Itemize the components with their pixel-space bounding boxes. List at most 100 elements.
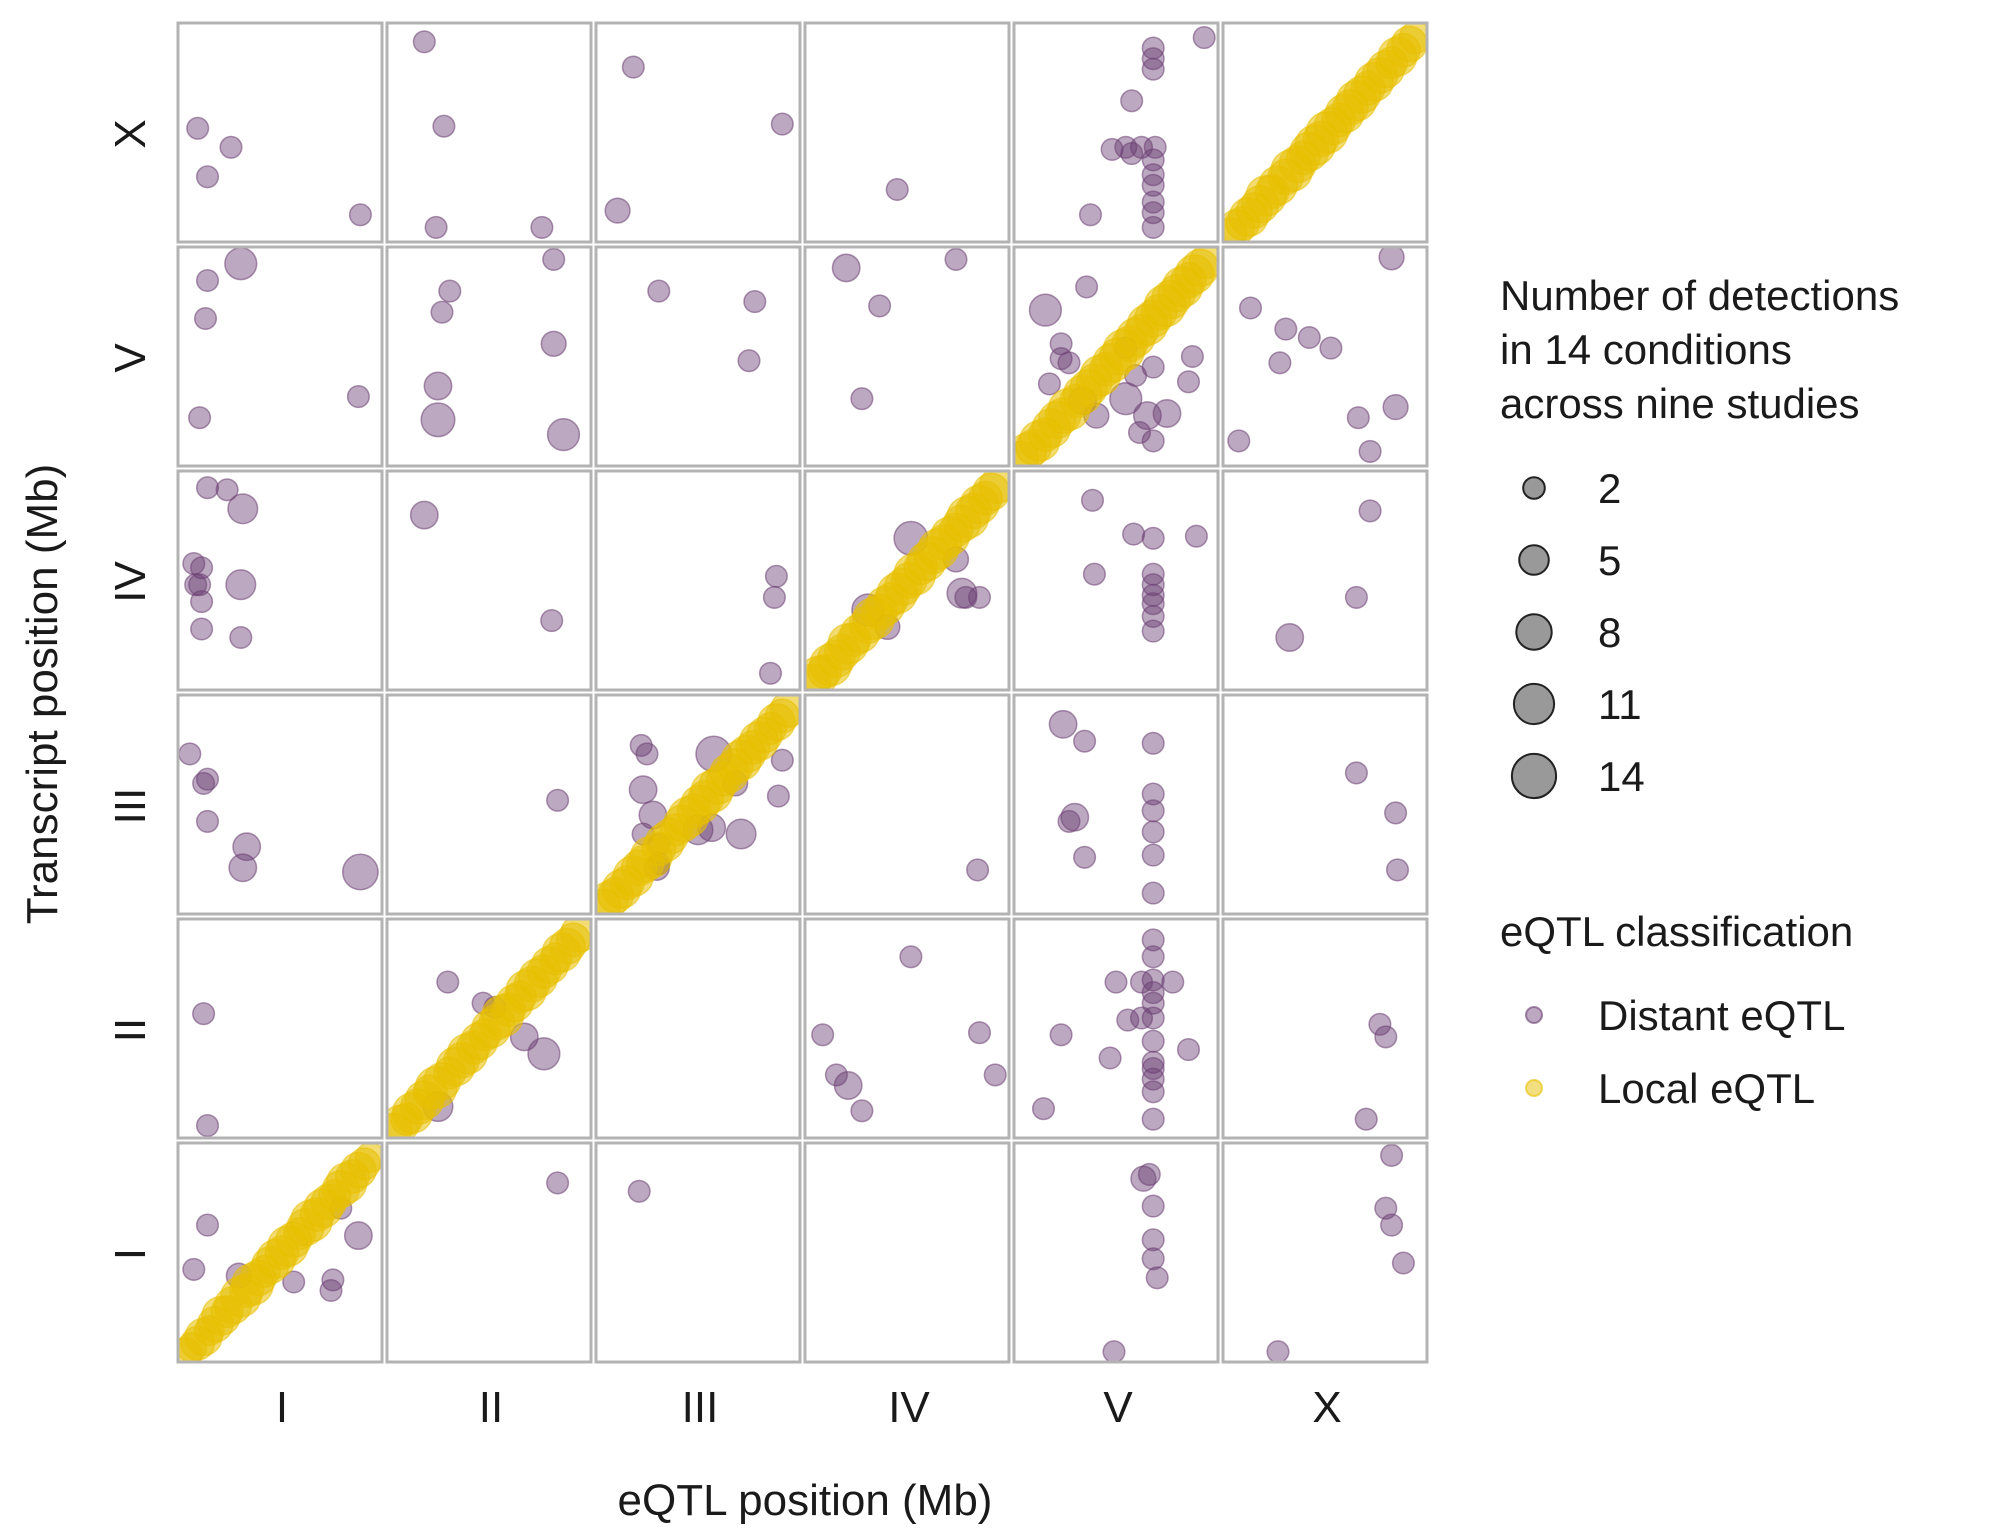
- panel-I-II: [176, 917, 384, 1140]
- distant-point-V-II-18: [1141, 1080, 1165, 1104]
- x-tick-label-I: I: [276, 1383, 288, 1432]
- distant-point-V-I-3: [1141, 1228, 1165, 1252]
- distant-point-V-V-10: [1152, 399, 1182, 428]
- local-point-I-31: [354, 1143, 382, 1174]
- distant-point-V-I-4: [1141, 1247, 1165, 1271]
- distant-point-V-III-9: [1141, 843, 1165, 867]
- distant-point-X-I-2: [1380, 1213, 1404, 1237]
- distant-point-IV-IV-4: [967, 585, 992, 609]
- distant-point-IV-III-0: [966, 858, 990, 882]
- distant-point-V-II-5: [1104, 970, 1128, 994]
- points-layer: [178, 23, 1427, 1362]
- distant-point-IV-II-4: [850, 1099, 874, 1123]
- distant-point-V-II-1: [1141, 945, 1165, 969]
- y-tick-label-II: II: [106, 1018, 155, 1042]
- distant-point-X-I-0: [1380, 1143, 1404, 1167]
- local-point-X-31: [1398, 23, 1427, 55]
- distant-point-II-I-0: [546, 1171, 570, 1195]
- panel-II-I: [385, 1141, 593, 1364]
- distant-point-III-IV-0: [764, 564, 788, 588]
- distant-point-X-III-2: [1385, 858, 1410, 882]
- distant-point-V-V-5: [1037, 372, 1061, 396]
- y-tick-label-I: I: [106, 1248, 155, 1260]
- size-legend-title-line-1: Number of detections: [1500, 272, 1899, 319]
- panel-IV-IV: [803, 469, 1011, 692]
- distant-point-IV-II-0: [899, 945, 923, 969]
- size-legend-label-11: 11: [1598, 681, 1642, 728]
- color-legend: eQTL classification Distant eQTL Local e…: [1500, 908, 1853, 1112]
- distant-point-IV-V-1: [868, 294, 892, 318]
- distant-point-I-V-1: [224, 247, 258, 281]
- distant-point-V-III-7: [1141, 799, 1165, 823]
- y-tick-label-V: V: [106, 343, 155, 373]
- distant-point-X-V-2: [1297, 325, 1321, 350]
- distant-point-II-V-3: [540, 330, 567, 357]
- distant-point-X-V-4: [1268, 351, 1292, 375]
- size-legend: Number of detections in 14 conditions ac…: [1500, 272, 1899, 800]
- panel-V-X: [1012, 21, 1220, 244]
- distant-point-I-X-3: [348, 203, 372, 227]
- legend-swatch-local: [1525, 1079, 1543, 1097]
- distant-point-II-II-4: [527, 1037, 561, 1071]
- distant-point-V-I-5: [1145, 1266, 1169, 1290]
- distant-point-I-IV-9: [190, 617, 214, 641]
- distant-point-I-IV-7: [190, 590, 214, 614]
- distant-point-X-V-0: [1238, 296, 1263, 320]
- distant-point-V-II-15: [1141, 1050, 1165, 1074]
- size-legend-title-line-3: across nine studies: [1500, 380, 1860, 427]
- distant-point-I-II-1: [195, 1114, 220, 1138]
- distant-point-V-V-14: [1180, 344, 1204, 369]
- panel-borders: [176, 21, 1429, 1364]
- distant-point-III-III-10: [725, 818, 757, 850]
- distant-point-V-III-1: [1073, 729, 1097, 753]
- size-legend-title-line-2: in 14 conditions: [1500, 326, 1792, 373]
- distant-point-V-V-0: [1028, 293, 1063, 327]
- panel-V-V: [1012, 245, 1220, 468]
- panel-X-II: [1221, 917, 1429, 1140]
- distant-point-V-III-2: [1141, 731, 1165, 755]
- distant-point-V-IV-0: [1080, 488, 1105, 512]
- distant-point-I-V-2: [193, 306, 218, 331]
- panel-II-IV: [385, 469, 593, 692]
- size-legend-key-11: [1512, 682, 1556, 726]
- local-point-V-31: [1188, 247, 1218, 280]
- distant-point-V-X-16: [1078, 203, 1103, 227]
- distant-point-V-X-12: [1141, 173, 1165, 197]
- distant-point-II-V-5: [420, 402, 456, 438]
- distant-point-V-III-6: [1141, 782, 1165, 806]
- distant-point-V-V-12: [1141, 429, 1165, 453]
- distant-point-I-V-4: [346, 385, 370, 409]
- size-legend-key-2: [1522, 476, 1546, 500]
- distant-point-I-I-1: [195, 1213, 220, 1237]
- distant-point-V-III-8: [1141, 820, 1165, 844]
- distant-point-X-V-9: [1378, 247, 1405, 271]
- distant-point-III-X-0: [621, 55, 645, 79]
- distant-point-X-I-4: [1266, 1340, 1290, 1362]
- distant-point-V-V-4: [1057, 351, 1081, 375]
- distant-point-II-X-3: [530, 215, 554, 239]
- distant-point-I-IV-8: [225, 569, 257, 601]
- distant-point-V-III-10: [1141, 881, 1165, 905]
- distant-point-V-III-4: [1057, 809, 1081, 833]
- panel-X-I: [1221, 1141, 1429, 1364]
- distant-point-III-III-1: [635, 742, 659, 766]
- distant-point-I-V-3: [188, 406, 212, 430]
- distant-point-I-III-4: [232, 832, 262, 862]
- distant-point-II-II-0: [436, 970, 460, 994]
- panel-III-III: [594, 693, 802, 916]
- distant-point-IV-X-0: [885, 177, 909, 202]
- distant-point-II-X-1: [432, 114, 456, 138]
- distant-point-I-IV-6: [188, 573, 212, 597]
- distant-point-I-IV-10: [229, 625, 253, 650]
- distant-point-V-IV-1: [1122, 522, 1146, 546]
- distant-point-IV-II-2: [824, 1063, 848, 1087]
- distant-point-X-V-7: [1358, 439, 1382, 463]
- distant-point-III-IV-1: [762, 585, 786, 609]
- distant-point-V-II-17: [1141, 1067, 1165, 1091]
- distant-point-V-I-1: [1137, 1162, 1161, 1186]
- legend-label-distant: Distant eQTL: [1598, 992, 1845, 1039]
- distant-point-IV-V-3: [944, 247, 968, 271]
- distant-point-X-IV-0: [1358, 499, 1382, 523]
- local-point-IV-31: [978, 471, 1009, 505]
